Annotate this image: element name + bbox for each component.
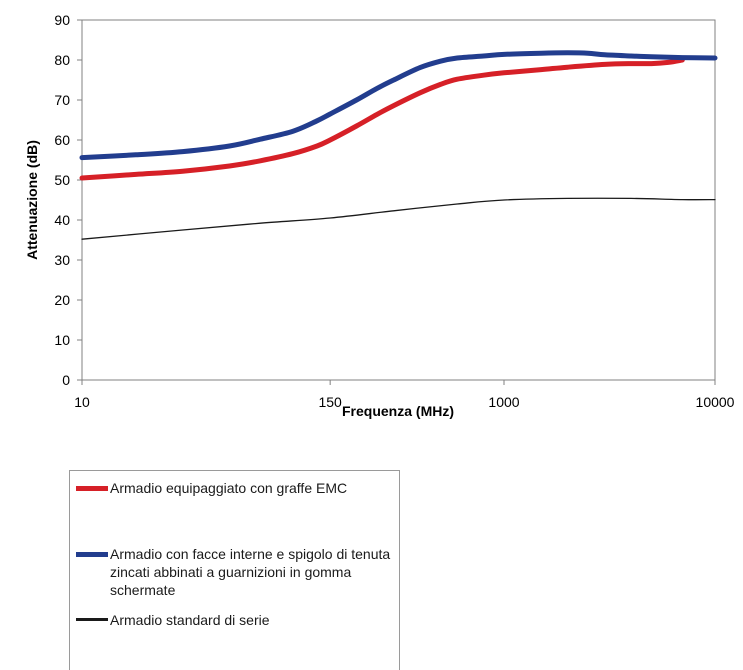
y-tick-label: 10	[54, 332, 70, 348]
legend-label: Armadio standard di serie	[110, 612, 270, 628]
x-tick-label: 10000	[696, 394, 735, 410]
y-tick-label: 50	[54, 172, 70, 188]
y-tick-label: 30	[54, 252, 70, 268]
legend-label: Armadio con facce interne e spigolo di t…	[110, 546, 391, 598]
y-tick-label: 60	[54, 132, 70, 148]
y-tick-label: 80	[54, 52, 70, 68]
plot-border	[81, 19, 716, 381]
y-axis: 0 10 20 30 40 50 60 70 80 90	[54, 12, 82, 388]
x-axis-title: Frequenza (MHz)	[342, 403, 454, 419]
series-lines	[79, 50, 718, 240]
legend-swatch	[76, 552, 108, 557]
legend: Armadio equipaggiato con graffe EMC Armad…	[69, 470, 400, 670]
y-tick-label: 20	[54, 292, 70, 308]
legend-item: Armadio standard di serie	[76, 611, 400, 629]
legend-item: Armadio equipaggiato con graffe EMC	[76, 479, 400, 497]
series-line-2	[81, 197, 716, 240]
legend-swatch	[76, 618, 108, 621]
series-line-0	[79, 57, 685, 181]
legend-label: Armadio equipaggiato con graffe EMC	[110, 480, 348, 496]
y-tick-label: 90	[54, 12, 70, 28]
plot-area	[81, 19, 716, 381]
x-tick-label: 150	[318, 394, 342, 410]
legend-swatch	[76, 486, 108, 491]
y-axis-title: Attenuazione (dB)	[24, 140, 40, 260]
y-tick-label: 0	[62, 372, 70, 388]
x-tick-label: 1000	[488, 394, 519, 410]
series-line-1	[79, 50, 718, 161]
y-tick-label: 70	[54, 92, 70, 108]
legend-item: Armadio con facce interne e spigolo di t…	[76, 545, 400, 599]
x-axis: 10 150 1000 10000	[74, 380, 735, 410]
x-tick-label: 10	[74, 394, 90, 410]
y-tick-label: 40	[54, 212, 70, 228]
